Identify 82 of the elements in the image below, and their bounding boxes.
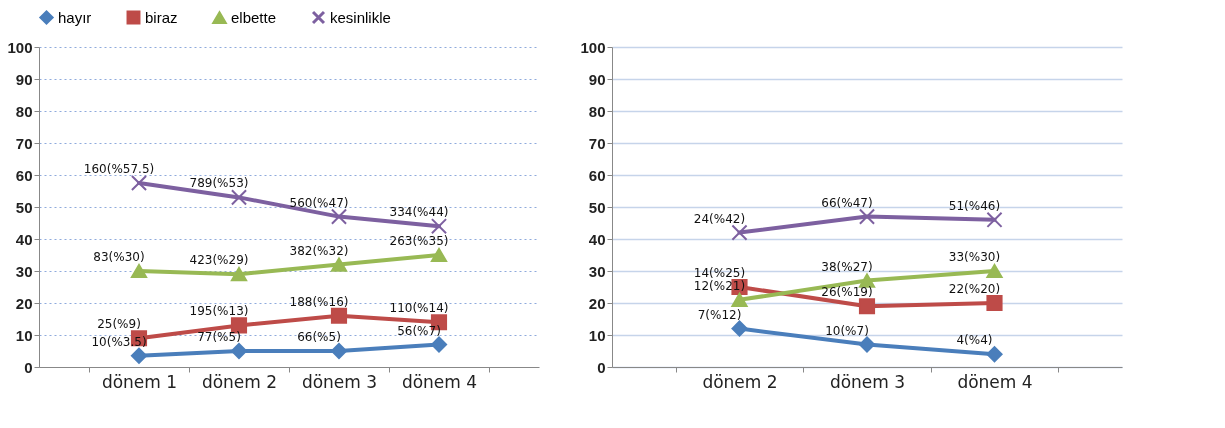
y-tick-label: 50 <box>588 198 606 216</box>
point <box>430 218 448 235</box>
data-label: 10(%7) <box>825 323 869 338</box>
point <box>230 342 248 360</box>
y-tick-label: 50 <box>15 198 33 216</box>
data-label: 83(%30) <box>93 250 145 264</box>
y-tick-label: 80 <box>15 102 33 120</box>
x-tick-label: dönem 2 <box>702 371 778 392</box>
point <box>731 292 748 307</box>
y-tick-label: 60 <box>15 166 33 184</box>
data-label: 22(%20) <box>948 282 1001 296</box>
y-tick-label: 20 <box>15 294 33 312</box>
point <box>858 336 876 353</box>
legend-label: hayır <box>58 8 92 26</box>
point <box>986 294 1003 312</box>
y-tick-label: 30 <box>588 262 606 280</box>
y-tick-label: 10 <box>588 326 606 344</box>
data-label: 7(%12) <box>697 307 742 322</box>
data-label: 110(%14) <box>389 301 449 316</box>
data-label: 38(%27) <box>821 259 873 274</box>
y-tick-label: 90 <box>588 70 606 88</box>
data-label: 263(%35) <box>389 234 449 248</box>
data-label: 24(%42) <box>693 211 746 226</box>
data-label: 66(%5) <box>297 330 341 344</box>
point <box>130 263 148 279</box>
point <box>130 174 148 192</box>
x-tick-label: dönem 3 <box>301 371 378 392</box>
data-label: 188(%16) <box>289 294 349 309</box>
y-tick-label: 40 <box>588 230 606 248</box>
point <box>986 346 1003 363</box>
x-tick-label: dönem 4 <box>957 371 1033 392</box>
data-label: 334(%44) <box>389 205 449 220</box>
data-label: 51(%46) <box>948 198 1001 213</box>
x-tick-label: dönem 1 <box>101 371 178 392</box>
point <box>986 211 1003 228</box>
data-label: 77(%5) <box>197 330 241 344</box>
data-label: 160(%57.5) <box>83 162 155 176</box>
point <box>858 298 876 315</box>
data-label: 25(%9) <box>97 317 141 332</box>
y-tick-label: 100 <box>7 38 33 56</box>
legend-label: elbette <box>231 8 277 26</box>
data-label: 26(%19) <box>821 285 873 300</box>
data-label: 423(%29) <box>189 253 249 268</box>
y-tick-label: 30 <box>15 262 33 280</box>
x-tick-label: dönem 4 <box>401 371 478 392</box>
y-tick-label: 60 <box>588 166 606 184</box>
point <box>130 347 148 364</box>
point <box>330 342 348 360</box>
data-label: 789(%53) <box>189 176 249 191</box>
y-tick-label: 0 <box>597 358 606 376</box>
point <box>731 320 748 337</box>
y-tick-label: 100 <box>580 38 606 56</box>
data-label: 382(%32) <box>289 243 349 258</box>
legend-label: kesinlikle <box>330 8 391 26</box>
point <box>230 267 248 282</box>
data-label: 66(%47) <box>821 195 873 210</box>
point <box>330 257 348 272</box>
data-label: 195(%13) <box>189 304 249 319</box>
data-label: 4(%4) <box>956 333 993 348</box>
data-label: 560(%47) <box>289 195 349 210</box>
x-tick-label: dönem 2 <box>201 371 278 392</box>
point <box>858 208 876 225</box>
data-label: 56(%7) <box>397 323 441 338</box>
point <box>330 307 348 324</box>
point <box>230 189 248 206</box>
legend-label: biraz <box>145 8 178 26</box>
y-tick-label: 70 <box>588 134 606 152</box>
y-tick-label: 0 <box>24 358 33 376</box>
y-tick-label: 80 <box>588 102 606 120</box>
x-tick-label: dönem 3 <box>829 371 906 392</box>
point <box>986 263 1003 279</box>
data-label: 14(%25) <box>693 266 746 280</box>
point <box>330 208 348 225</box>
data-label: 33(%30) <box>948 250 1001 264</box>
y-tick-label: 20 <box>588 294 606 312</box>
y-tick-label: 90 <box>15 70 33 88</box>
y-tick-label: 40 <box>15 230 33 248</box>
point <box>430 336 448 353</box>
y-tick-label: 70 <box>15 134 33 152</box>
y-tick-label: 10 <box>15 326 33 344</box>
point <box>430 247 448 263</box>
point <box>731 224 748 241</box>
